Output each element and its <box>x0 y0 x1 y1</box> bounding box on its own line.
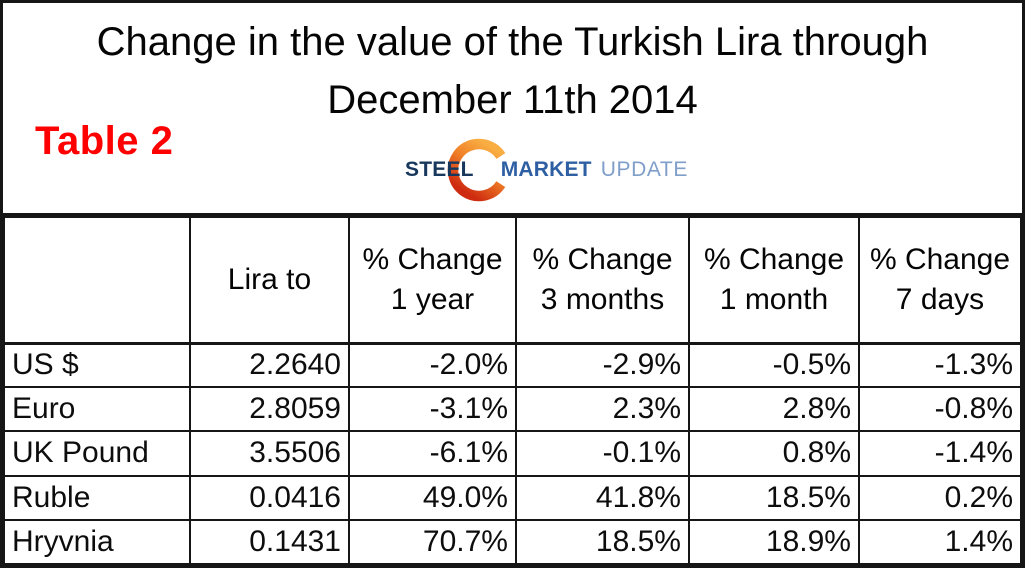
column-header: Lira to <box>189 216 350 345</box>
steel-market-update-logo: STEEL MARKET UPDATE <box>405 136 687 206</box>
value-cell: 0.1431 <box>189 518 350 565</box>
value-cell: 18.5% <box>515 518 690 565</box>
value-cell: 2.8059 <box>189 386 350 433</box>
page-title: Change in the value of the Turkish Lira … <box>3 3 1022 129</box>
value-cell: -6.1% <box>348 430 517 477</box>
crescent-icon <box>447 138 511 202</box>
logo-word-market: MARKET <box>500 158 592 181</box>
value-cell: 18.9% <box>688 518 860 565</box>
column-header-empty <box>3 216 191 345</box>
logo-text: STEEL MARKET UPDATE <box>405 158 688 182</box>
value-cell: -1.3% <box>858 341 1022 389</box>
value-cell: 3.5506 <box>189 430 350 477</box>
table-row: Ruble 0.0416 49.0% 41.8% 18.5% 0.2% <box>3 474 1022 521</box>
column-header: % Change 7 days <box>858 216 1022 345</box>
column-header: % Change 1 month <box>688 216 860 345</box>
logo-word-steel: STEEL <box>405 158 474 181</box>
table-row: Euro 2.8059 -3.1% 2.3% 2.8% -0.8% <box>3 386 1022 433</box>
value-cell: 0.2% <box>858 474 1022 521</box>
value-cell: 70.7% <box>348 518 517 565</box>
value-cell: 2.8% <box>688 386 860 433</box>
table-row: Hryvnia 0.1431 70.7% 18.5% 18.9% 1.4% <box>3 518 1022 565</box>
column-header: % Change 3 months <box>515 216 690 345</box>
currency-cell: Ruble <box>3 474 191 521</box>
page-title-line2: December 11th 2014 <box>327 78 698 122</box>
value-cell: 2.3% <box>515 386 690 433</box>
value-cell: 1.4% <box>858 518 1022 565</box>
value-cell: -2.0% <box>348 341 517 389</box>
currency-cell: UK Pound <box>3 430 191 477</box>
currency-cell: US $ <box>3 341 191 389</box>
table-header: Lira to% Change 1 year% Change 3 months%… <box>3 216 1022 345</box>
value-cell: 41.8% <box>515 474 690 521</box>
currency-cell: Euro <box>3 386 191 433</box>
value-cell: 0.8% <box>688 430 860 477</box>
page-title-line1: Change in the value of the Turkish Lira … <box>96 20 929 64</box>
value-cell: -0.5% <box>688 341 860 389</box>
value-cell: -0.8% <box>858 386 1022 433</box>
column-header: % Change 1 year <box>348 216 517 345</box>
value-cell: 0.0416 <box>189 474 350 521</box>
value-cell: -3.1% <box>348 386 517 433</box>
table-row: UK Pound 3.5506 -6.1% -0.1% 0.8% -1.4% <box>3 430 1022 477</box>
table-label: Table 2 <box>35 119 174 163</box>
value-cell: 2.2640 <box>189 341 350 389</box>
logo-word-update: UPDATE <box>600 158 688 181</box>
value-cell: 49.0% <box>348 474 517 521</box>
table-row: US $2.2640 -2.0% -2.9% -0.5% -1.3% <box>3 341 1022 389</box>
table-body: US $2.2640 -2.0% -2.9% -0.5% -1.3% Euro 2.8059… <box>3 341 1022 565</box>
value-cell: -1.4% <box>858 430 1022 477</box>
currency-cell: Hryvnia <box>3 518 191 565</box>
value-cell: -0.1% <box>515 430 690 477</box>
lira-change-table: Lira to% Change 1 year% Change 3 months%… <box>3 216 1022 565</box>
value-cell: -2.9% <box>515 341 690 389</box>
title-block: Change in the value of the Turkish Lira … <box>3 3 1022 216</box>
value-cell: 18.5% <box>688 474 860 521</box>
table-header-row: Lira to% Change 1 year% Change 3 months%… <box>3 216 1022 345</box>
